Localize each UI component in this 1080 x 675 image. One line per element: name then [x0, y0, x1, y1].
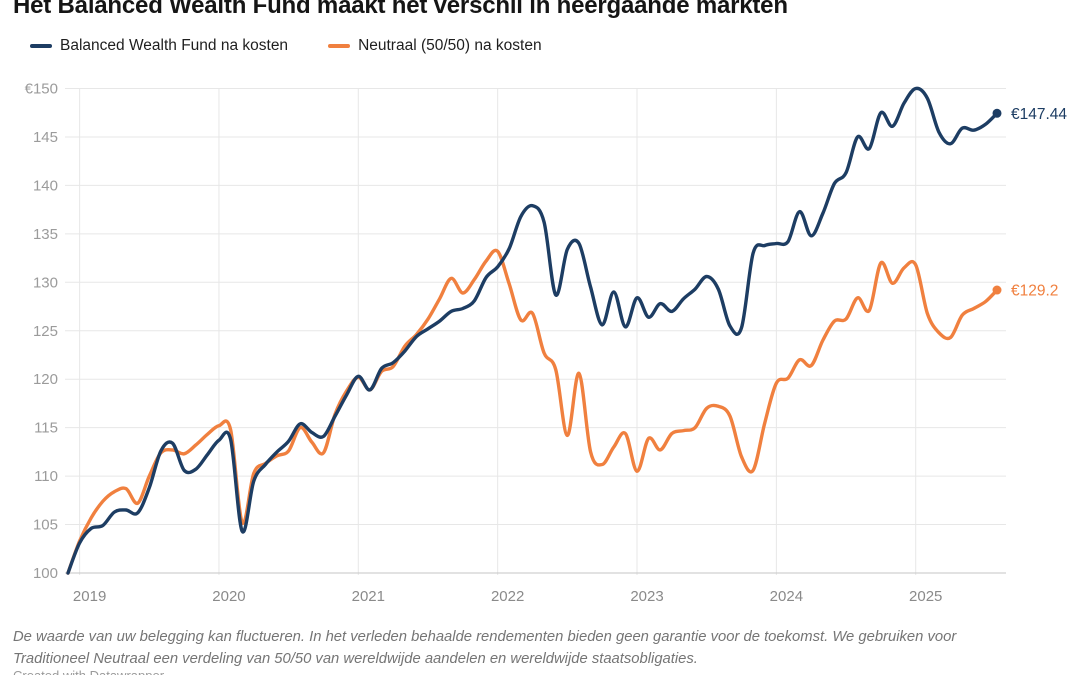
y-tick-label-135: 135 [33, 226, 58, 243]
line-chart: 2019 2020 2021 2022 2023 2024 2025 €150 145 140 13… [25, 81, 1068, 606]
x-tick-label-2021: 2021 [352, 588, 385, 605]
legend-swatch-neutraal-icon [328, 44, 351, 48]
x-tick-label-2024: 2024 [770, 588, 803, 605]
chart-title: Het Balanced Wealth Fund maakt het versc… [13, 0, 788, 19]
y-tick-label-130: 130 [33, 274, 58, 291]
y-tick-label-110: 110 [34, 468, 58, 485]
series-end-dot-0 [992, 108, 1002, 118]
y-tick-label-145: 145 [33, 129, 58, 146]
series-end-dot-1 [992, 285, 1002, 295]
x-tick-label-2023: 2023 [630, 588, 663, 605]
series-line-1 [66, 248, 999, 575]
legend-label-balanced: Balanced Wealth Fund na kosten [60, 37, 289, 54]
legend-item-neutraal: Neutraal (50/50) na kosten [328, 37, 542, 55]
y-tick-label-150: €150 [25, 81, 58, 98]
attribution: Created with Datawrapper [13, 668, 164, 675]
y-tick-label-100: 100 [33, 565, 58, 582]
y-tick-label-120: 120 [33, 371, 58, 388]
series-end-label-1: €129.2 [1011, 283, 1058, 300]
legend-swatch-balanced-icon [30, 44, 52, 48]
x-tick-label-2025: 2025 [909, 588, 942, 605]
y-tick-label-105: 105 [33, 517, 58, 534]
series-end-label-0: €147.44 [1011, 106, 1067, 123]
x-tick-label-2022: 2022 [491, 588, 524, 605]
x-tick-label-2019: 2019 [73, 588, 106, 605]
footnote: De waarde van uw belegging kan fluctuere… [13, 629, 957, 668]
y-tick-label-125: 125 [33, 323, 58, 340]
legend-label-neutraal: Neutraal (50/50) na kosten [358, 37, 542, 54]
legend-item-balanced: Balanced Wealth Fund na kosten [30, 37, 288, 55]
legend: Balanced Wealth Fund na kosten Neutraal … [30, 37, 542, 55]
y-tick-label-115: 115 [34, 420, 58, 437]
y-tick-label-140: 140 [33, 177, 58, 194]
series-line-0 [66, 86, 999, 575]
x-tick-label-2020: 2020 [212, 588, 245, 605]
